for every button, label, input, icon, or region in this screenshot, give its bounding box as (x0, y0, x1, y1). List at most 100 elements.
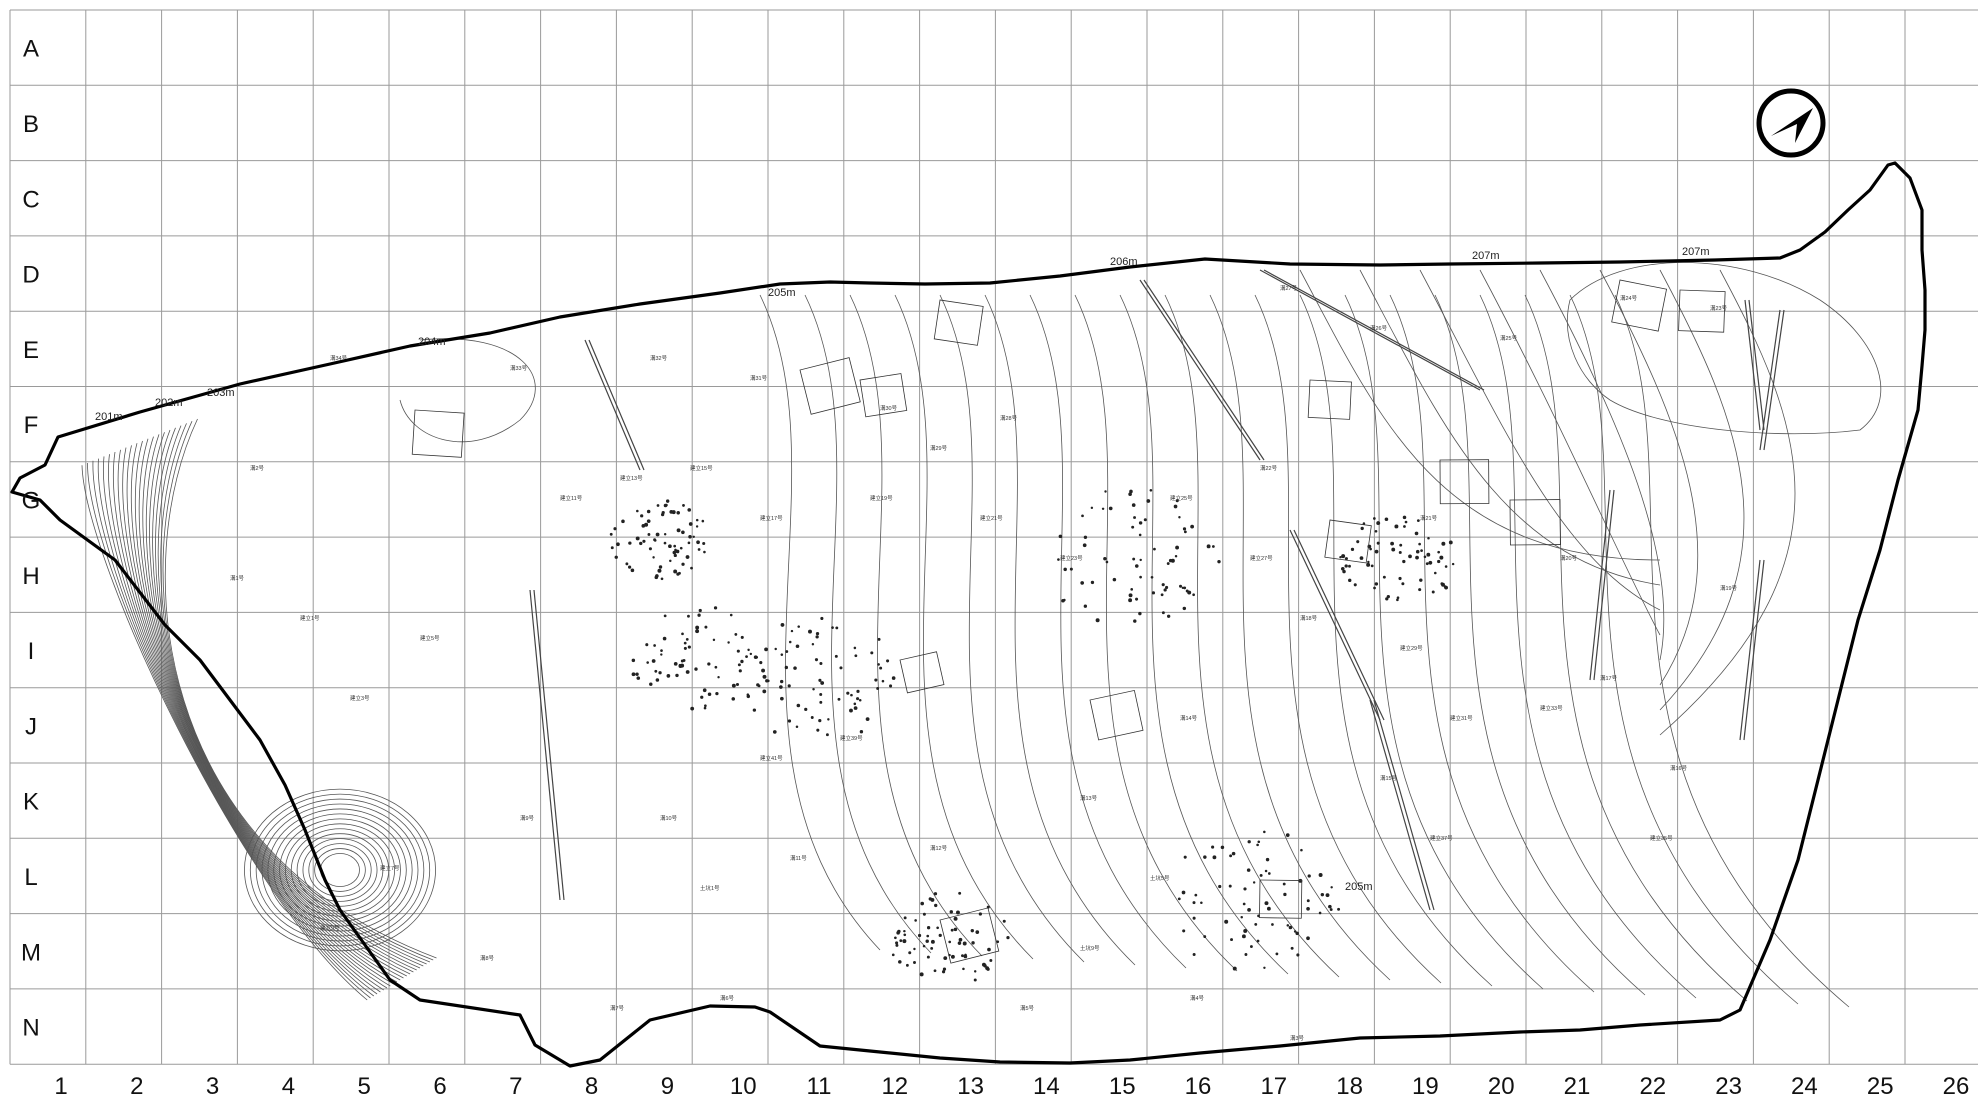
pit-dot (644, 522, 649, 527)
pit-dot (707, 692, 712, 697)
contour-line (1567, 262, 1882, 435)
contour-line (1419, 269, 1661, 611)
pit-dot (859, 729, 864, 734)
contour-line (97, 458, 378, 995)
grid-row-label: B (23, 111, 39, 138)
contour-line (1359, 269, 1661, 586)
ditch (1739, 559, 1761, 741)
pit-dot (1437, 559, 1441, 564)
contour-line (149, 432, 417, 971)
grid-row-label: H (22, 563, 39, 590)
building-outline (1324, 519, 1372, 564)
pit-dot (1286, 924, 1290, 927)
pit-dot (1348, 564, 1351, 568)
pit-dot (1356, 540, 1360, 544)
ditch (1293, 529, 1385, 721)
contour-line (126, 445, 398, 983)
pit-dot (796, 703, 801, 708)
pit-dot (1187, 590, 1192, 595)
feature-label: 建立37号 (1430, 834, 1453, 842)
pit-dot (1080, 581, 1085, 585)
pit-dot (787, 719, 792, 723)
pit-dot (729, 613, 733, 617)
grid-column-label: 24 (1791, 1073, 1818, 1100)
pit-dot (651, 659, 656, 663)
feature-label: 溝6号 (720, 994, 735, 1002)
contour-line (399, 338, 536, 443)
pit-dot (1328, 904, 1332, 909)
pit-dot (1396, 598, 1399, 602)
contour-line (279, 818, 401, 922)
grid-column-label: 1 (54, 1073, 67, 1100)
pit-dot (953, 916, 958, 921)
feature-label: 建立13号 (620, 474, 643, 482)
pit-dot (811, 643, 815, 646)
pit-dot (1211, 845, 1215, 849)
feature-label: 溝13号 (1080, 794, 1098, 802)
pit-dot (1183, 855, 1187, 859)
grid-column-label: 3 (206, 1073, 219, 1100)
pit-dot (649, 682, 653, 686)
feature-label: 溝10号 (660, 814, 678, 822)
ditch (1289, 529, 1381, 721)
pit-dot (1211, 545, 1215, 548)
grid-row-label: N (22, 1015, 39, 1042)
pit-dot (1129, 489, 1133, 494)
pit-dot (655, 678, 660, 682)
pit-dot (953, 927, 958, 932)
feature-label: 溝19号 (1720, 584, 1738, 592)
pit-dot (934, 903, 938, 908)
pit-dot (903, 916, 907, 920)
pit-dot (1330, 886, 1333, 889)
pit-dot (1423, 555, 1427, 559)
contour-line (122, 447, 394, 985)
pit-dot (780, 696, 784, 701)
grid-column-label: 13 (957, 1073, 984, 1100)
grid-lines (9, 9, 1978, 1065)
pit-dot (747, 648, 750, 652)
feature-label: 建立29号 (1400, 644, 1423, 652)
pit-dot (1428, 560, 1433, 565)
feature-label: 建立15号 (690, 464, 713, 472)
pit-dot (1318, 911, 1322, 915)
ditch (533, 589, 565, 901)
pit-dot (675, 549, 680, 554)
pit-dot (1264, 869, 1268, 873)
pit-dot (628, 565, 632, 569)
pit-dot (1006, 936, 1010, 940)
pit-dot (1101, 507, 1105, 511)
pit-dot (1307, 874, 1311, 878)
feature-label: 溝15号 (1380, 774, 1398, 782)
pit-dot (815, 635, 819, 639)
feature-label: 建立35号 (1650, 834, 1673, 842)
pit-dot (1329, 908, 1333, 911)
pit-dot (681, 632, 684, 636)
pit-dot (1128, 598, 1133, 603)
pit-dot (1183, 586, 1187, 590)
contour-line (113, 451, 388, 989)
pit-dot (1418, 588, 1422, 592)
pit-dot (1306, 906, 1310, 911)
pit-dot (704, 625, 708, 629)
pit-dot (1090, 506, 1094, 510)
pit-dot (764, 647, 768, 652)
pit-dot (1263, 830, 1266, 834)
pit-dot (1266, 906, 1271, 911)
pit-dot (655, 532, 660, 537)
pit-dot (628, 541, 632, 545)
pit-dot (834, 654, 838, 658)
pit-dot (1132, 557, 1136, 561)
pit-dot (654, 575, 659, 580)
contour-line (249, 793, 431, 947)
pit-dot (660, 577, 664, 581)
ditch (1373, 699, 1435, 911)
feature-label: 溝34号 (330, 354, 348, 362)
pit-dot (1264, 901, 1269, 906)
pit-dot (1439, 555, 1444, 560)
contour-line (296, 833, 384, 907)
feature-label: 溝18号 (1300, 614, 1318, 622)
pit-dot (614, 555, 618, 559)
pit-dot (1231, 851, 1236, 856)
feature-label: 溝11号 (790, 854, 807, 862)
pit-dot (1108, 506, 1113, 511)
